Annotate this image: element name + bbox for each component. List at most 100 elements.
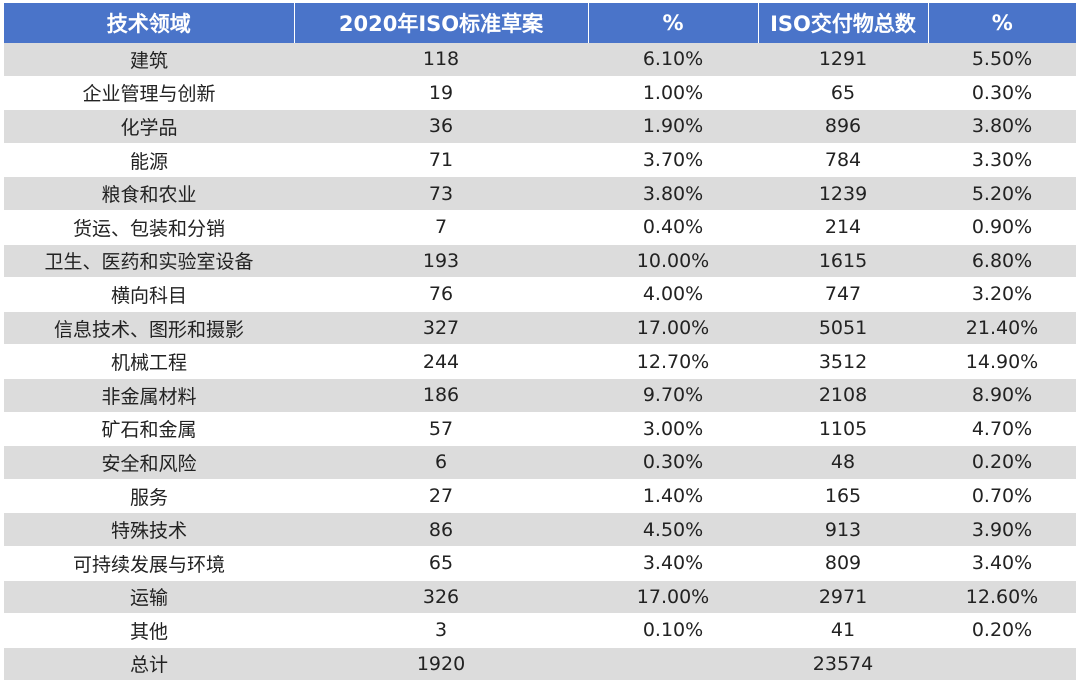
cell-deliverables-percent: 0.20%: [928, 613, 1076, 648]
cell-drafts: 19: [294, 76, 588, 111]
cell-deliverables-percent: 3.20%: [928, 277, 1076, 312]
cell-drafts-percent: 1.40%: [588, 479, 758, 514]
total-cell-drafts-percent: [588, 647, 758, 681]
cell-drafts: 3: [294, 613, 588, 648]
header-row: 技术领域 2020年ISO标准草案 % ISO交付物总数 %: [4, 3, 1076, 43]
header-deliverables-percent: %: [928, 3, 1076, 43]
header-technical-field: 技术领域: [4, 3, 295, 43]
table-row: 非金属材料 186 9.70% 2108 8.90%: [4, 378, 1076, 413]
total-cell-drafts: 1920: [294, 647, 588, 681]
cell-field: 安全和风险: [4, 445, 294, 480]
cell-deliverables: 165: [758, 479, 928, 514]
cell-drafts-percent: 3.00%: [588, 412, 758, 447]
cell-drafts-percent: 0.40%: [588, 210, 758, 245]
cell-deliverables: 809: [758, 546, 928, 581]
table-row: 特殊技术 86 4.50% 913 3.90%: [4, 512, 1076, 547]
cell-field: 能源: [4, 143, 294, 178]
cell-drafts: 71: [294, 143, 588, 178]
cell-deliverables-percent: 21.40%: [928, 311, 1076, 346]
cell-drafts: 186: [294, 378, 588, 413]
cell-drafts: 36: [294, 109, 588, 144]
cell-drafts-percent: 1.00%: [588, 76, 758, 111]
table-row: 可持续发展与环境 65 3.40% 809 3.40%: [4, 546, 1076, 581]
cell-field: 其他: [4, 613, 294, 648]
table-row: 安全和风险 6 0.30% 48 0.20%: [4, 445, 1076, 480]
cell-field: 机械工程: [4, 344, 294, 379]
cell-deliverables-percent: 0.30%: [928, 76, 1076, 111]
cell-deliverables: 913: [758, 512, 928, 547]
cell-deliverables-percent: 5.50%: [928, 43, 1076, 77]
cell-deliverables-percent: 3.40%: [928, 546, 1076, 581]
cell-field: 服务: [4, 479, 294, 514]
cell-deliverables: 784: [758, 143, 928, 178]
cell-drafts: 244: [294, 344, 588, 379]
cell-drafts-percent: 3.80%: [588, 176, 758, 211]
cell-drafts: 76: [294, 277, 588, 312]
cell-field: 化学品: [4, 109, 294, 144]
cell-drafts-percent: 10.00%: [588, 244, 758, 279]
cell-field: 特殊技术: [4, 512, 294, 547]
cell-deliverables-percent: 3.30%: [928, 143, 1076, 178]
cell-deliverables-percent: 12.60%: [928, 580, 1076, 615]
header-2020-drafts: 2020年ISO标准草案: [294, 3, 589, 43]
table-row: 化学品 36 1.90% 896 3.80%: [4, 109, 1076, 144]
cell-field: 矿石和金属: [4, 412, 294, 447]
cell-drafts-percent: 9.70%: [588, 378, 758, 413]
cell-drafts-percent: 17.00%: [588, 580, 758, 615]
cell-deliverables: 1105: [758, 412, 928, 447]
cell-drafts: 326: [294, 580, 588, 615]
cell-deliverables-percent: 5.20%: [928, 176, 1076, 211]
cell-deliverables-percent: 8.90%: [928, 378, 1076, 413]
cell-field: 粮食和农业: [4, 176, 294, 211]
total-cell-deliverables-percent: [928, 647, 1076, 681]
iso-standards-table: 技术领域 2020年ISO标准草案 % ISO交付物总数 % 建筑 118 6.10…: [4, 3, 1076, 681]
cell-field: 卫生、医药和实验室设备: [4, 244, 294, 279]
cell-deliverables-percent: 3.90%: [928, 512, 1076, 547]
cell-deliverables: 2108: [758, 378, 928, 413]
cell-drafts-percent: 3.70%: [588, 143, 758, 178]
table-row: 矿石和金属 57 3.00% 1105 4.70%: [4, 412, 1076, 447]
table-row: 建筑 118 6.10% 1291 5.50%: [4, 43, 1076, 77]
table-row: 服务 27 1.40% 165 0.70%: [4, 479, 1076, 514]
cell-drafts-percent: 17.00%: [588, 311, 758, 346]
cell-field: 横向科目: [4, 277, 294, 312]
table-row: 机械工程 244 12.70% 3512 14.90%: [4, 344, 1076, 379]
cell-deliverables: 1239: [758, 176, 928, 211]
cell-deliverables: 65: [758, 76, 928, 111]
cell-deliverables: 1291: [758, 43, 928, 77]
total-cell-field: 总计: [4, 647, 294, 681]
total-row: 总计 1920 23574: [4, 647, 1076, 681]
cell-field: 非金属材料: [4, 378, 294, 413]
cell-field: 运输: [4, 580, 294, 615]
table-row: 货运、包装和分销 7 0.40% 214 0.90%: [4, 210, 1076, 245]
cell-drafts-percent: 0.30%: [588, 445, 758, 480]
cell-drafts-percent: 6.10%: [588, 43, 758, 77]
cell-drafts: 327: [294, 311, 588, 346]
cell-deliverables-percent: 3.80%: [928, 109, 1076, 144]
cell-drafts-percent: 0.10%: [588, 613, 758, 648]
cell-drafts: 65: [294, 546, 588, 581]
header-drafts-percent: %: [588, 3, 759, 43]
table-row: 能源 71 3.70% 784 3.30%: [4, 143, 1076, 178]
cell-deliverables: 2971: [758, 580, 928, 615]
table-row: 信息技术、图形和摄影 327 17.00% 5051 21.40%: [4, 311, 1076, 346]
cell-deliverables: 5051: [758, 311, 928, 346]
cell-drafts-percent: 12.70%: [588, 344, 758, 379]
cell-drafts: 73: [294, 176, 588, 211]
cell-deliverables: 41: [758, 613, 928, 648]
cell-deliverables-percent: 4.70%: [928, 412, 1076, 447]
table-row: 横向科目 76 4.00% 747 3.20%: [4, 277, 1076, 312]
header-total-deliverables: ISO交付物总数: [758, 3, 929, 43]
cell-field: 建筑: [4, 43, 294, 77]
cell-drafts: 118: [294, 43, 588, 77]
cell-deliverables-percent: 6.80%: [928, 244, 1076, 279]
cell-deliverables: 3512: [758, 344, 928, 379]
cell-deliverables: 48: [758, 445, 928, 480]
cell-drafts-percent: 4.50%: [588, 512, 758, 547]
cell-drafts: 57: [294, 412, 588, 447]
cell-deliverables: 896: [758, 109, 928, 144]
cell-drafts: 6: [294, 445, 588, 480]
total-cell-deliverables: 23574: [758, 647, 928, 681]
cell-field: 可持续发展与环境: [4, 546, 294, 581]
